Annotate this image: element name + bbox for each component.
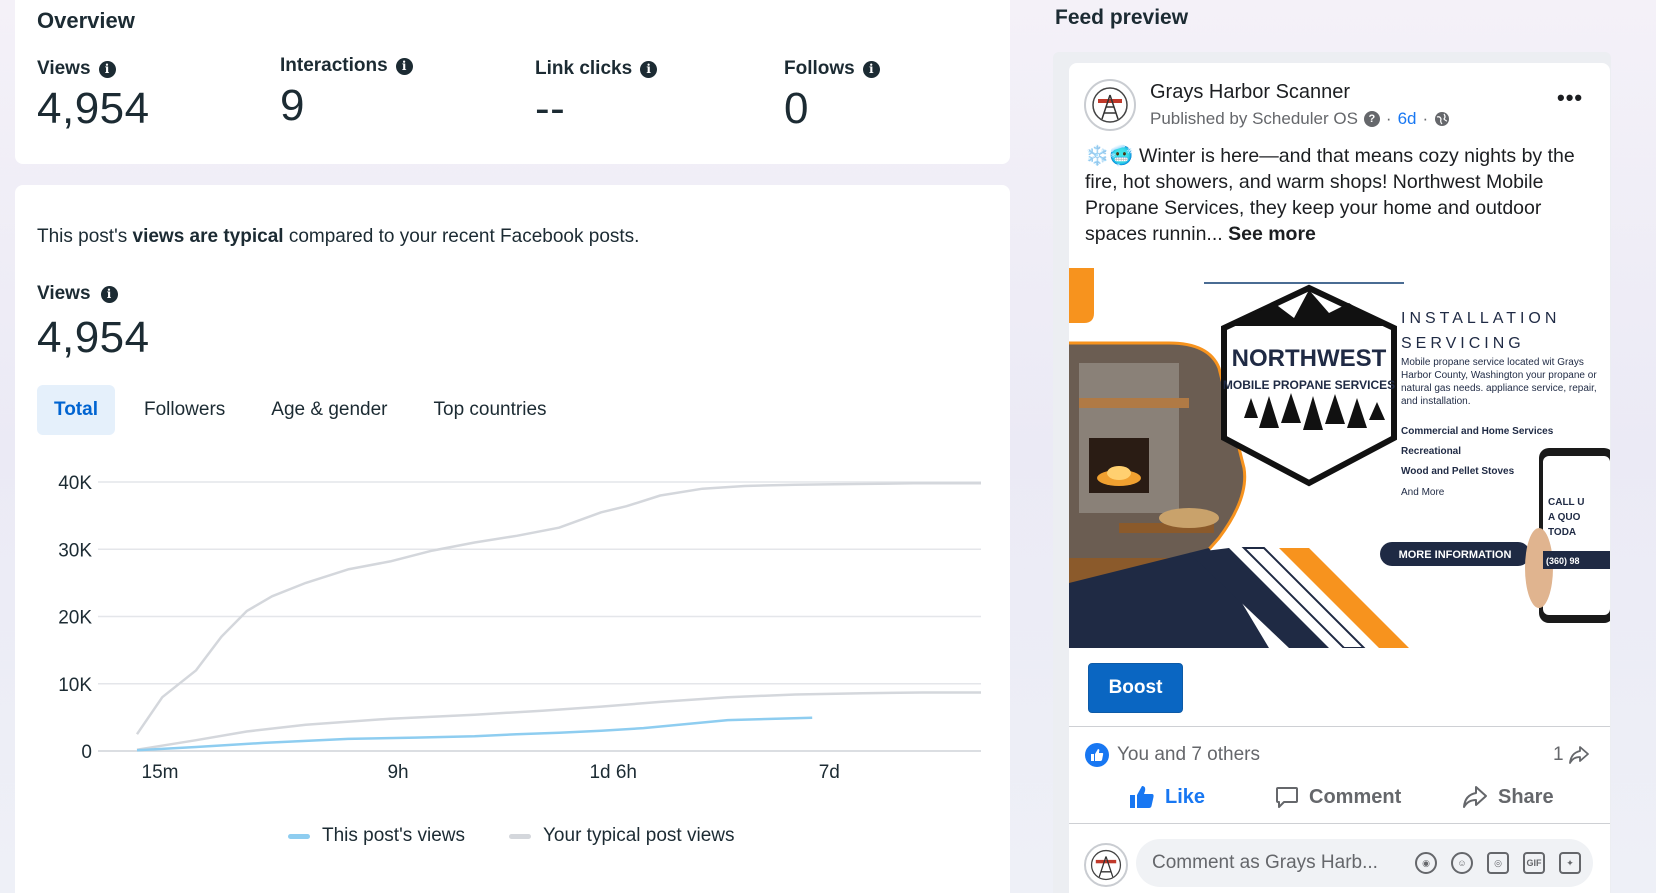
ad-call-1: CALL U — [1548, 497, 1584, 508]
overview-card: Overview Views i 4,954 Interactions i 9 … — [15, 0, 1010, 164]
info-icon[interactable]: i — [395, 57, 413, 75]
boost-button[interactable]: Boost — [1088, 663, 1183, 713]
ad-brand-line1: NORTHWEST — [1232, 345, 1387, 372]
more-options-icon[interactable]: ••• — [1557, 85, 1584, 110]
comparison-text: This post's views are typical compared t… — [37, 226, 640, 247]
globe-icon — [1435, 112, 1450, 126]
like-reaction-icon — [1085, 743, 1109, 767]
shares-count[interactable]: 1 — [1553, 744, 1590, 766]
legend-swatch — [509, 833, 531, 839]
legend-label: This post's views — [322, 825, 466, 846]
share-button[interactable]: Share — [1462, 785, 1554, 809]
x-tick-label: 9h — [387, 762, 408, 783]
overview-title: Overview — [37, 8, 135, 33]
post-text: ❄️🥶 Winter is here—and that means cozy n… — [1085, 145, 1575, 245]
feed-preview-title: Feed preview — [1055, 6, 1189, 29]
scanner-logo-icon — [1090, 849, 1122, 881]
tab-top-countries[interactable]: Top countries — [433, 399, 547, 420]
y-tick-label: 0 — [81, 742, 92, 763]
x-tick-label: 1d 6h — [589, 762, 637, 783]
tab-total[interactable]: Total — [37, 385, 115, 435]
series-line-0 — [135, 482, 981, 735]
comment-button[interactable]: Comment — [1275, 785, 1401, 809]
see-more-link[interactable]: See more — [1228, 223, 1316, 245]
metric-label: Interactions — [280, 55, 388, 76]
metric-value: -- — [535, 84, 566, 133]
comment-input[interactable]: Comment as Grays Harb... ◉ ☺ ◎ GIF ✦ — [1136, 839, 1593, 887]
tab-followers[interactable]: Followers — [143, 399, 226, 420]
avatar-sticker-icon[interactable]: ◉ — [1415, 852, 1437, 874]
ad-cta: MORE INFORMATION — [1399, 549, 1512, 561]
y-tick-label: 30K — [58, 540, 92, 561]
page-avatar[interactable] — [1084, 79, 1136, 131]
share-icon — [1463, 786, 1487, 808]
info-icon[interactable]: i — [98, 60, 116, 78]
metric-value: 0 — [784, 84, 809, 133]
metric-interactions: Interactions i 9 — [280, 55, 413, 131]
metric-link-clicks: Link clicks i -- — [535, 58, 658, 134]
views-value: 4,954 — [37, 313, 150, 362]
ad-heading2: SERVICING — [1401, 335, 1525, 352]
series-line-2 — [136, 716, 813, 752]
ad-service-2: Recreational — [1401, 446, 1461, 457]
ad-phone: (360) 98 — [1546, 556, 1580, 566]
y-tick-label: 40K — [58, 473, 92, 494]
info-icon[interactable]: i — [640, 60, 658, 78]
views-label: Views i — [37, 283, 118, 305]
ad-heading1: INSTALLATION — [1401, 310, 1560, 327]
thumbs-up-icon — [1130, 786, 1154, 808]
ad-brand-line2: MOBILE PROPANE SERVICES — [1223, 378, 1395, 392]
y-tick-label: 10K — [58, 675, 92, 696]
info-icon[interactable]: i — [862, 60, 880, 78]
help-icon[interactable]: ? — [1363, 111, 1380, 127]
views-line-chart: 0 10K 20K 30K 40K 15m 9h 1d 6h 7d — [58, 473, 981, 783]
ad-call-2: A QUO — [1548, 512, 1581, 523]
metric-value: 4,954 — [37, 84, 150, 133]
ad-description: Mobile propane service located wit Grays… — [1401, 357, 1597, 407]
legend-swatch — [288, 833, 310, 839]
scanner-logo-icon — [1092, 87, 1128, 123]
x-tick-label: 7d — [819, 762, 840, 783]
comment-icon — [1276, 787, 1298, 808]
metric-views: Views i 4,954 — [37, 58, 150, 134]
like-button[interactable]: Like — [1129, 785, 1205, 809]
ad-service-1: Commercial and Home Services — [1401, 426, 1554, 437]
metric-value: 9 — [280, 81, 305, 130]
camera-icon[interactable]: ◎ — [1487, 852, 1509, 874]
ad-service-3: Wood and Pellet Stoves — [1401, 466, 1515, 477]
share-arrow-icon — [1568, 746, 1589, 764]
legend-label: Your typical post views — [543, 825, 735, 846]
post-card: Grays Harbor Scanner Published by Schedu… — [1069, 63, 1610, 893]
y-tick-label: 20K — [58, 608, 92, 629]
legend-item-typical: Your typical post views — [509, 825, 735, 847]
reactions-text: You and 7 others — [1117, 744, 1260, 765]
x-tick-label: 15m — [142, 762, 179, 783]
info-icon[interactable]: i — [100, 285, 118, 303]
published-by: Published by Scheduler OS — [1150, 109, 1358, 128]
ad-call-3: TODA — [1548, 527, 1576, 538]
commenter-avatar[interactable] — [1084, 843, 1128, 887]
metric-label: Views — [37, 58, 91, 79]
metric-label: Follows — [784, 58, 855, 79]
emoji-icon[interactable]: ☺ — [1451, 852, 1473, 874]
gif-icon[interactable]: GIF — [1523, 852, 1545, 874]
post-ad-image[interactable]: NORTHWEST MOBILE PROPANE SERVICES INSTAL… — [1069, 268, 1610, 648]
ad-and-more: And More — [1401, 487, 1445, 498]
sticker-icon[interactable]: ✦ — [1559, 852, 1581, 874]
tab-age-gender[interactable]: Age & gender — [271, 399, 388, 420]
series-line-1 — [136, 691, 981, 751]
views-tabs: Total Followers Age & gender Top countri… — [37, 385, 576, 435]
ad-graphic: NORTHWEST MOBILE PROPANE SERVICES INSTAL… — [1069, 268, 1610, 648]
legend-item-this-post: This post's views — [288, 825, 465, 847]
divider — [1069, 726, 1610, 727]
page-name[interactable]: Grays Harbor Scanner — [1150, 81, 1351, 103]
post-meta: Published by Scheduler OS ? · 6d · — [1150, 109, 1450, 129]
metric-label: Link clicks — [535, 58, 633, 79]
comment-placeholder: Comment as Grays Harb... — [1152, 852, 1378, 873]
divider — [1069, 823, 1610, 824]
views-card: This post's views are typical compared t… — [15, 185, 1010, 893]
post-time[interactable]: 6d — [1397, 109, 1417, 128]
metric-follows: Follows i 0 — [784, 58, 880, 134]
reactions-summary[interactable]: You and 7 others — [1085, 743, 1260, 767]
